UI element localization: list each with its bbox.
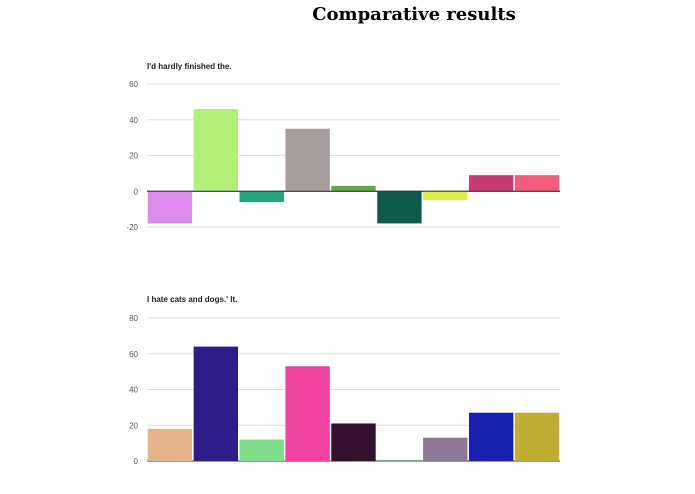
y-tick-label: 60 [129, 350, 138, 359]
bar-2 [193, 109, 239, 192]
bar-7 [423, 437, 468, 461]
y-tick-label: 0 [134, 457, 139, 466]
chart-panel-1: I'd hardly finished the. -20 0 20 40 60 [126, 62, 560, 232]
y-tick-label: 20 [129, 421, 138, 430]
bar-4 [285, 128, 330, 192]
bar-3 [239, 439, 284, 461]
bar-3 [239, 191, 284, 202]
bar-9 [514, 412, 560, 461]
page-title: Comparative results [312, 4, 516, 25]
y-tick-label: 40 [129, 116, 138, 125]
bar-5 [331, 423, 376, 461]
bar-1 [147, 191, 193, 224]
chart-title: I hate cats and dogs.' It. [147, 295, 237, 304]
y-tick-label: 20 [129, 152, 138, 161]
bar-5 [331, 185, 376, 192]
bar-9 [514, 175, 560, 192]
bar-6 [377, 460, 422, 462]
bar-7 [423, 191, 468, 201]
bar-8 [468, 412, 514, 461]
chart-title: I'd hardly finished the. [147, 62, 232, 71]
y-tick-label: -20 [126, 223, 138, 232]
bar-1 [147, 428, 193, 461]
bar-6 [377, 191, 422, 224]
bar-8 [468, 175, 514, 192]
y-tick-label: 40 [129, 386, 138, 395]
y-tick-label: 80 [129, 314, 138, 323]
y-tick-label: 0 [134, 187, 139, 196]
y-tick-label: 60 [129, 80, 138, 89]
bar-2 [193, 346, 239, 461]
chart-panel-2: I hate cats and dogs.' It. 0 20 40 60 80 [129, 295, 560, 466]
bar-4 [285, 366, 330, 461]
